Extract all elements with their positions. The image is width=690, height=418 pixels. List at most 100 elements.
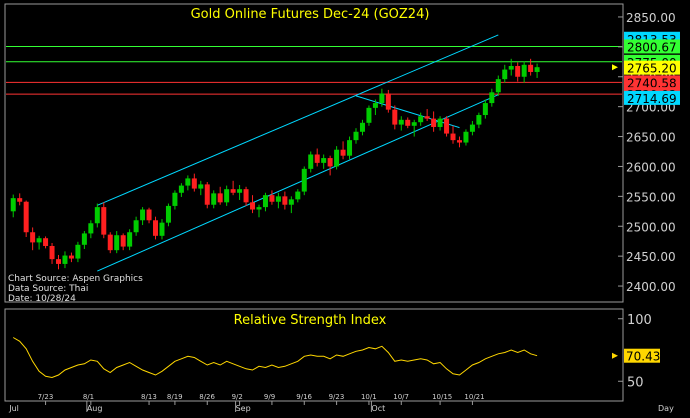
candle-body — [398, 119, 404, 125]
candle-body — [23, 201, 29, 233]
date-tick-label: 10/15 — [432, 393, 452, 401]
candle-body — [88, 223, 94, 234]
candle-body — [502, 69, 508, 80]
candle-body — [469, 124, 475, 132]
rsi-panel-frame — [4, 308, 624, 402]
candle-body — [68, 255, 74, 259]
candle-body — [308, 154, 314, 169]
candle-body — [450, 133, 456, 141]
rsi-arrow — [612, 352, 618, 359]
date-tick-label: 7/23 — [38, 393, 54, 401]
candle-body — [211, 193, 217, 205]
candle-body — [437, 118, 443, 127]
date-tick-label: 10/21 — [464, 393, 484, 401]
rsi-value-label: 70.43 — [626, 350, 660, 364]
rsi-tick-label: 100 — [627, 313, 652, 328]
candle-body — [334, 149, 340, 167]
date-tick-label: 8/1 — [83, 393, 94, 401]
date-tick-label: 8/19 — [167, 393, 183, 401]
candle-body — [153, 220, 159, 236]
candle-body — [17, 198, 23, 202]
candle-body — [275, 196, 281, 202]
rsi-axis: 50 100 70.43 — [618, 313, 660, 390]
price-level-labels: 2813.532800.672775.002765.202740.582720.… — [612, 31, 680, 106]
price-tick-label: 2500.00 — [626, 220, 676, 234]
candle-body — [107, 234, 113, 251]
candle-body — [489, 92, 495, 104]
candle-body — [224, 189, 230, 203]
month-label: Jul — [8, 404, 19, 413]
month-label: Aug — [87, 404, 103, 413]
candle-body — [379, 93, 385, 104]
date-tick-label: 8/26 — [199, 393, 215, 401]
source-info: Chart Source: Aspen Graphics Data Source… — [8, 274, 143, 304]
level-badge — [624, 60, 680, 75]
level-badge — [624, 90, 680, 105]
price-tick-label: 2850.00 — [626, 11, 676, 25]
level-label: 2765.20 — [627, 62, 677, 76]
candle-body — [94, 207, 100, 224]
candle-body — [56, 259, 62, 264]
candle-body — [256, 207, 262, 210]
price-reference-lines — [6, 45, 622, 95]
date-tick-label: 9/23 — [329, 393, 345, 401]
trendline-0 — [97, 34, 499, 206]
source-line-chart: Chart Source: Aspen Graphics — [8, 274, 143, 284]
x-axis: 7/23 8/1 8/13 8/19 8/26 9/2 9/9 9/16 9/23 10/1 10/… — [8, 393, 674, 413]
candle-body — [178, 185, 184, 193]
candle-body — [101, 207, 107, 235]
candle-body — [495, 79, 501, 93]
price-panel-frame — [4, 3, 624, 303]
candle-body — [140, 209, 146, 221]
level-badge — [624, 75, 680, 90]
source-line-data: Data Source: Thai — [8, 284, 88, 294]
candle-body — [534, 67, 540, 72]
level-badge — [624, 39, 680, 54]
candle-body — [10, 198, 16, 212]
date-tick-label: 9/16 — [296, 393, 312, 401]
month-label: Day — [658, 404, 674, 413]
candle-body — [217, 193, 223, 203]
candle-body — [43, 238, 49, 246]
month-label: Oct — [371, 404, 385, 413]
level-label: 2740.58 — [627, 76, 677, 90]
candle-body — [366, 107, 372, 123]
source-line-date: Date: 10/28/24 — [8, 294, 76, 304]
candle-body — [36, 238, 42, 243]
candle-body — [75, 244, 81, 259]
candle-body — [353, 131, 359, 141]
price-tick-label: 2550.00 — [626, 190, 676, 204]
candle-body — [81, 233, 87, 245]
candle-body — [288, 199, 294, 205]
candle-body — [62, 255, 68, 264]
candle-body — [185, 178, 191, 186]
price-tick-label: 2600.00 — [626, 160, 676, 174]
date-tick-label: 9/9 — [264, 393, 275, 401]
candle-body — [456, 140, 462, 143]
candle-body — [372, 103, 378, 108]
rsi-title: Relative Strength Index — [234, 313, 387, 328]
level-label: 2800.67 — [627, 40, 677, 54]
candle-body — [30, 232, 36, 243]
candle-body — [521, 64, 527, 77]
candle-body — [230, 189, 236, 193]
candle-body — [301, 168, 307, 192]
candle-body — [165, 205, 171, 223]
candle-body — [340, 149, 346, 156]
date-tick-label: 9/2 — [232, 393, 243, 401]
date-tick-label: 10/1 — [361, 393, 377, 401]
candle-body — [262, 195, 268, 208]
candle-body — [159, 222, 165, 236]
level-label: 2714.69 — [627, 92, 677, 106]
candle-body — [127, 232, 133, 247]
candle-body — [133, 220, 139, 233]
candle-body — [411, 122, 417, 126]
candle-body — [243, 189, 249, 203]
price-tick-label: 2650.00 — [626, 131, 676, 145]
price-chart-title: Gold Online Futures Dec-24 (GOZ24) — [191, 7, 430, 22]
candle-body — [237, 189, 243, 193]
candle-body — [405, 119, 411, 126]
candle-body — [198, 184, 204, 189]
date-tick-label: 8/13 — [141, 393, 157, 401]
candle-body — [392, 109, 398, 125]
